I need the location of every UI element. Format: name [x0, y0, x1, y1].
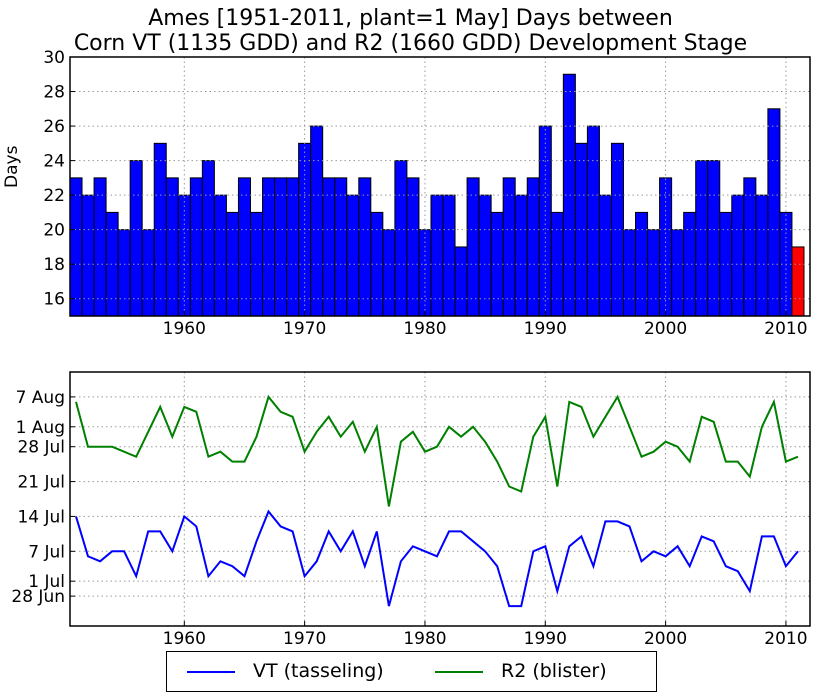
y-tick-label: 28 — [43, 83, 65, 103]
bar-1966 — [249, 211, 264, 317]
bar-1957 — [141, 229, 155, 317]
legend: VT (tasseling) R2 (blister) — [166, 651, 657, 692]
legend-vt-label: VT (tasseling) — [253, 660, 384, 682]
bar-2002 — [683, 211, 697, 317]
x-tick-label: 1980 — [403, 319, 446, 339]
bar-1973 — [334, 177, 348, 317]
y-tick-label: 28 Jul — [17, 438, 65, 458]
y-tick-label: 7 Jul — [28, 542, 65, 562]
x-tick-label: 1960 — [163, 629, 206, 649]
y-tick-label: 20 — [43, 221, 65, 241]
y-tick-label: 24 — [43, 152, 65, 172]
bar-1965 — [237, 177, 251, 317]
x-tick-label: 2010 — [764, 319, 807, 339]
legend-r2-label: R2 (blister) — [501, 660, 607, 682]
bar-2003 — [695, 160, 709, 317]
y-tick-label: 7 Aug — [16, 388, 65, 408]
bar-1955 — [117, 229, 131, 317]
x-tick-label: 2000 — [644, 629, 687, 649]
bar-1969 — [286, 177, 300, 317]
bar-1963 — [213, 194, 227, 317]
bar-1979 — [406, 177, 420, 317]
plot-frame — [69, 56, 811, 317]
bar-2007 — [743, 177, 757, 317]
x-tick-label: 1970 — [283, 629, 326, 649]
y-tick-label: 22 — [43, 186, 65, 206]
x-tick-label: 2010 — [764, 629, 807, 649]
y-tick-label: 16 — [43, 290, 65, 310]
series-line-vt — [75, 509, 799, 608]
legend-vt-swatch — [187, 671, 235, 673]
x-tick-label: 1970 — [283, 319, 326, 339]
bar-1959 — [165, 177, 179, 317]
y-tick-label: 14 Jul — [17, 507, 65, 527]
bar-1956 — [129, 160, 143, 317]
bar-1967 — [262, 177, 276, 317]
x-tick-label: 2000 — [644, 319, 687, 339]
bar-1975 — [358, 177, 372, 317]
bar-1994 — [586, 125, 600, 317]
x-tick-label: 1990 — [524, 319, 567, 339]
bar-1997 — [622, 229, 637, 317]
bar-1962 — [201, 160, 215, 317]
bar-1974 — [346, 194, 360, 317]
chart-title-line2: Corn VT (1135 GDD) and R2 (1660 GDD) Dev… — [73, 31, 748, 56]
x-tick-label: 1980 — [403, 629, 446, 649]
bar-2005 — [719, 211, 733, 317]
bar-1968 — [274, 177, 288, 317]
bar-1978 — [394, 160, 408, 317]
bar-2006 — [731, 194, 745, 317]
bar-1989 — [526, 177, 540, 317]
bar-1972 — [322, 177, 336, 317]
bar-1981 — [430, 194, 444, 317]
plot-frame — [69, 371, 811, 627]
x-tick-label: 1990 — [524, 629, 567, 649]
bar-1983 — [454, 246, 468, 317]
x-tick-label: 1960 — [163, 319, 206, 339]
bar-1999 — [647, 229, 661, 317]
bar-1988 — [514, 194, 528, 317]
bar-1987 — [502, 177, 516, 317]
bar-1977 — [382, 229, 396, 317]
chart-title-line1: Ames [1951-2011, plant=1 May] Days betwe… — [148, 6, 673, 31]
bar-1996 — [610, 142, 624, 317]
bar-1984 — [466, 177, 480, 317]
bar-1951 — [69, 177, 83, 317]
bar-1986 — [490, 211, 504, 317]
bar-2009 — [767, 108, 781, 317]
bar-1982 — [442, 194, 456, 317]
bar-2008 — [755, 194, 769, 317]
bar-1952 — [81, 194, 95, 317]
series-line-r2 — [75, 394, 799, 507]
bar-1961 — [189, 177, 203, 317]
bar-chart-panel: 16 18 20 22 24 26 28 30 1960 1970 1980 1990 2000 2010 — [43, 48, 811, 339]
bar-1985 — [478, 194, 492, 317]
y-tick-label: 18 — [43, 255, 65, 275]
bar-2011 — [791, 246, 805, 317]
y-tick-label: 1 Aug — [16, 418, 65, 438]
y-tick-label: 30 — [43, 48, 65, 68]
legend-r2-swatch — [435, 671, 483, 673]
bar-1995 — [598, 194, 612, 317]
y-tick-label: 21 Jul — [17, 473, 65, 493]
bar-2001 — [671, 229, 685, 317]
bar-1993 — [574, 142, 588, 317]
bar-1953 — [93, 177, 107, 317]
y-tick-label: 28 Jun — [11, 587, 65, 607]
bar-1971 — [310, 125, 324, 317]
y-tick-label: 1 Jul — [28, 572, 65, 592]
y-tick-label: 26 — [43, 117, 65, 137]
bar-2004 — [707, 160, 721, 317]
